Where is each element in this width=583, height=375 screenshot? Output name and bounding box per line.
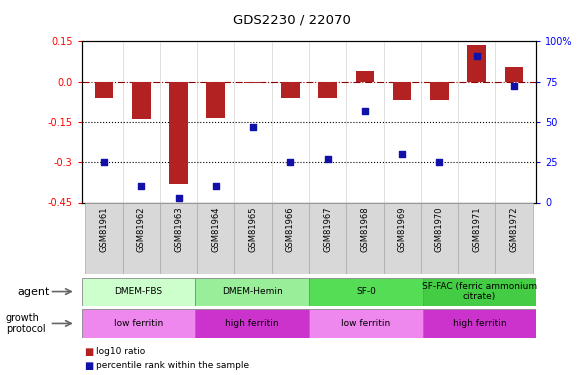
FancyBboxPatch shape [122, 202, 160, 274]
Text: GSM81965: GSM81965 [248, 206, 258, 252]
Bar [132, 82, 150, 119]
FancyBboxPatch shape [85, 202, 122, 274]
Text: GSM81966: GSM81966 [286, 206, 295, 252]
Point [398, 151, 407, 157]
Text: low ferritin: low ferritin [341, 319, 391, 328]
Bar [281, 82, 300, 98]
Point [136, 183, 146, 189]
Bar [206, 82, 225, 118]
Bar [393, 82, 412, 100]
Text: ■: ■ [85, 361, 94, 370]
Point [211, 183, 220, 189]
Text: GSM81972: GSM81972 [510, 206, 518, 252]
Bar [505, 67, 524, 82]
FancyBboxPatch shape [160, 202, 197, 274]
Point [323, 156, 332, 162]
Bar [244, 82, 262, 83]
FancyBboxPatch shape [197, 202, 234, 274]
Text: GSM81970: GSM81970 [435, 206, 444, 252]
Text: percentile rank within the sample: percentile rank within the sample [96, 361, 250, 370]
Text: DMEM-FBS: DMEM-FBS [114, 287, 163, 296]
FancyBboxPatch shape [309, 202, 346, 274]
Text: SF-0: SF-0 [356, 287, 376, 296]
Point [435, 159, 444, 165]
Point [360, 108, 370, 114]
Point [510, 83, 519, 89]
Text: GSM81964: GSM81964 [211, 206, 220, 252]
Point [286, 159, 295, 165]
Text: low ferritin: low ferritin [114, 319, 163, 328]
FancyBboxPatch shape [421, 202, 458, 274]
Bar [94, 82, 113, 98]
FancyBboxPatch shape [82, 278, 195, 306]
Text: log10 ratio: log10 ratio [96, 347, 145, 356]
FancyBboxPatch shape [384, 202, 421, 274]
Text: ■: ■ [85, 347, 94, 357]
FancyBboxPatch shape [272, 202, 309, 274]
Text: DMEM-Hemin: DMEM-Hemin [222, 287, 283, 296]
FancyBboxPatch shape [496, 202, 533, 274]
FancyBboxPatch shape [234, 202, 272, 274]
Text: GSM81963: GSM81963 [174, 206, 183, 252]
Text: SF-FAC (ferric ammonium
citrate): SF-FAC (ferric ammonium citrate) [422, 282, 537, 301]
Bar [468, 45, 486, 82]
FancyBboxPatch shape [423, 278, 536, 306]
FancyBboxPatch shape [458, 202, 496, 274]
Bar [430, 82, 449, 100]
Text: high ferritin: high ferritin [226, 319, 279, 328]
FancyBboxPatch shape [82, 309, 195, 338]
FancyBboxPatch shape [195, 309, 309, 338]
FancyBboxPatch shape [346, 202, 384, 274]
Point [248, 124, 258, 130]
Text: growth
protocol: growth protocol [6, 313, 45, 334]
Point [472, 53, 482, 59]
Point [99, 159, 108, 165]
Text: GSM81969: GSM81969 [398, 206, 407, 252]
Bar [169, 82, 188, 184]
Text: GSM81962: GSM81962 [137, 206, 146, 252]
Text: GDS2230 / 22070: GDS2230 / 22070 [233, 13, 350, 26]
Bar [356, 71, 374, 82]
Text: GSM81967: GSM81967 [323, 206, 332, 252]
Bar [318, 82, 337, 98]
Text: GSM81968: GSM81968 [360, 206, 370, 252]
Point [174, 195, 183, 201]
FancyBboxPatch shape [309, 309, 423, 338]
FancyBboxPatch shape [423, 309, 536, 338]
FancyBboxPatch shape [309, 278, 423, 306]
Text: GSM81971: GSM81971 [472, 206, 481, 252]
Text: agent: agent [17, 286, 50, 297]
Text: GSM81961: GSM81961 [100, 206, 108, 252]
FancyBboxPatch shape [195, 278, 309, 306]
Text: high ferritin: high ferritin [453, 319, 506, 328]
